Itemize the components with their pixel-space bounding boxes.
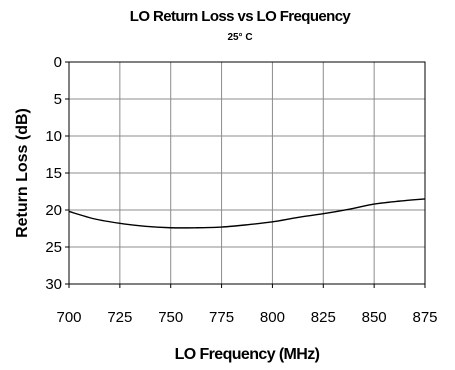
y-tick-label: 30 [45,276,62,293]
y-tick-labels: 0 5 10 15 20 25 30 [45,54,69,293]
x-tick-label: 800 [260,309,285,326]
x-axis-label: LO Frequency (MHz) [175,346,320,363]
y-tick-label: 25 [45,239,62,256]
chart-subtitle: 25° C [227,32,252,43]
y-tick-label: 10 [45,128,62,145]
y-tick-label: 15 [45,165,62,182]
y-tick-label: 20 [45,202,62,219]
x-tick-label: 725 [107,309,132,326]
x-tick-label: 750 [158,309,183,326]
x-tick-label: 825 [311,309,336,326]
x-tick-label: 850 [362,309,387,326]
series-group [68,198,426,229]
chart-title: LO Return Loss vs LO Frequency [130,8,352,25]
y-axis-label: Return Loss (dB) [14,108,31,238]
y-tick-label: 0 [54,54,62,71]
x-tick-label: 875 [412,309,437,326]
y-tick-label: 5 [54,91,62,108]
x-tick-labels: 700 725 750 775 800 825 850 875 [56,284,438,326]
grid-lines [69,62,425,284]
x-tick-label: 700 [56,309,81,326]
series-line [68,198,426,229]
x-tick-label: 775 [209,309,234,326]
